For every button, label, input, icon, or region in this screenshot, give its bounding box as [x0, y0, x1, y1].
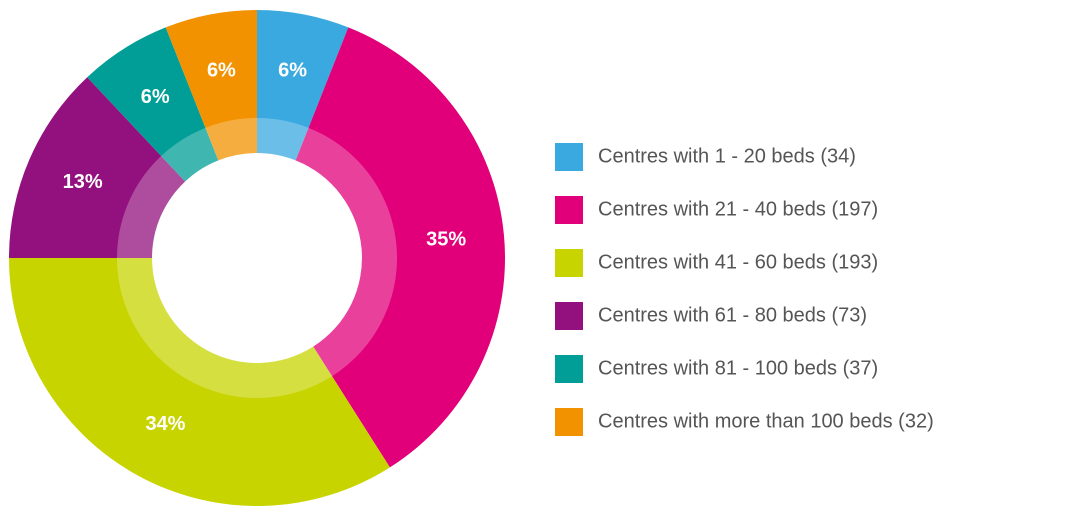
- donut-slice: [165, 10, 257, 161]
- data-label: 6%: [207, 60, 236, 82]
- inner-ring: [117, 118, 397, 398]
- data-label: 35%: [426, 228, 466, 250]
- legend-label: Centres with 41 - 60 beds (193): [598, 251, 878, 273]
- donut-slice: [257, 10, 349, 161]
- legend-label: Centres with 1 - 20 beds (34): [598, 145, 856, 167]
- legend-label: Centres with 61 - 80 beds (73): [598, 304, 867, 326]
- data-label: 6%: [278, 60, 307, 82]
- legend-swatch: [555, 143, 583, 171]
- data-label: 34%: [145, 413, 185, 435]
- donut-slice: [87, 27, 219, 182]
- donut-slice: [9, 77, 186, 258]
- legend-swatch: [555, 302, 583, 330]
- legend-swatch: [555, 249, 583, 277]
- legend-swatch: [555, 355, 583, 383]
- data-label: 13%: [63, 171, 103, 193]
- legend-label: Centres with more than 100 beds (32): [598, 410, 934, 432]
- legend-swatch: [555, 196, 583, 224]
- donut-slice: [295, 27, 505, 468]
- data-label: 6%: [141, 86, 170, 108]
- legend-label: Centres with 81 - 100 beds (37): [598, 357, 878, 379]
- donut-slice: [9, 258, 390, 506]
- legend-swatch: [555, 408, 583, 436]
- legend-label: Centres with 21 - 40 beds (197): [598, 198, 878, 220]
